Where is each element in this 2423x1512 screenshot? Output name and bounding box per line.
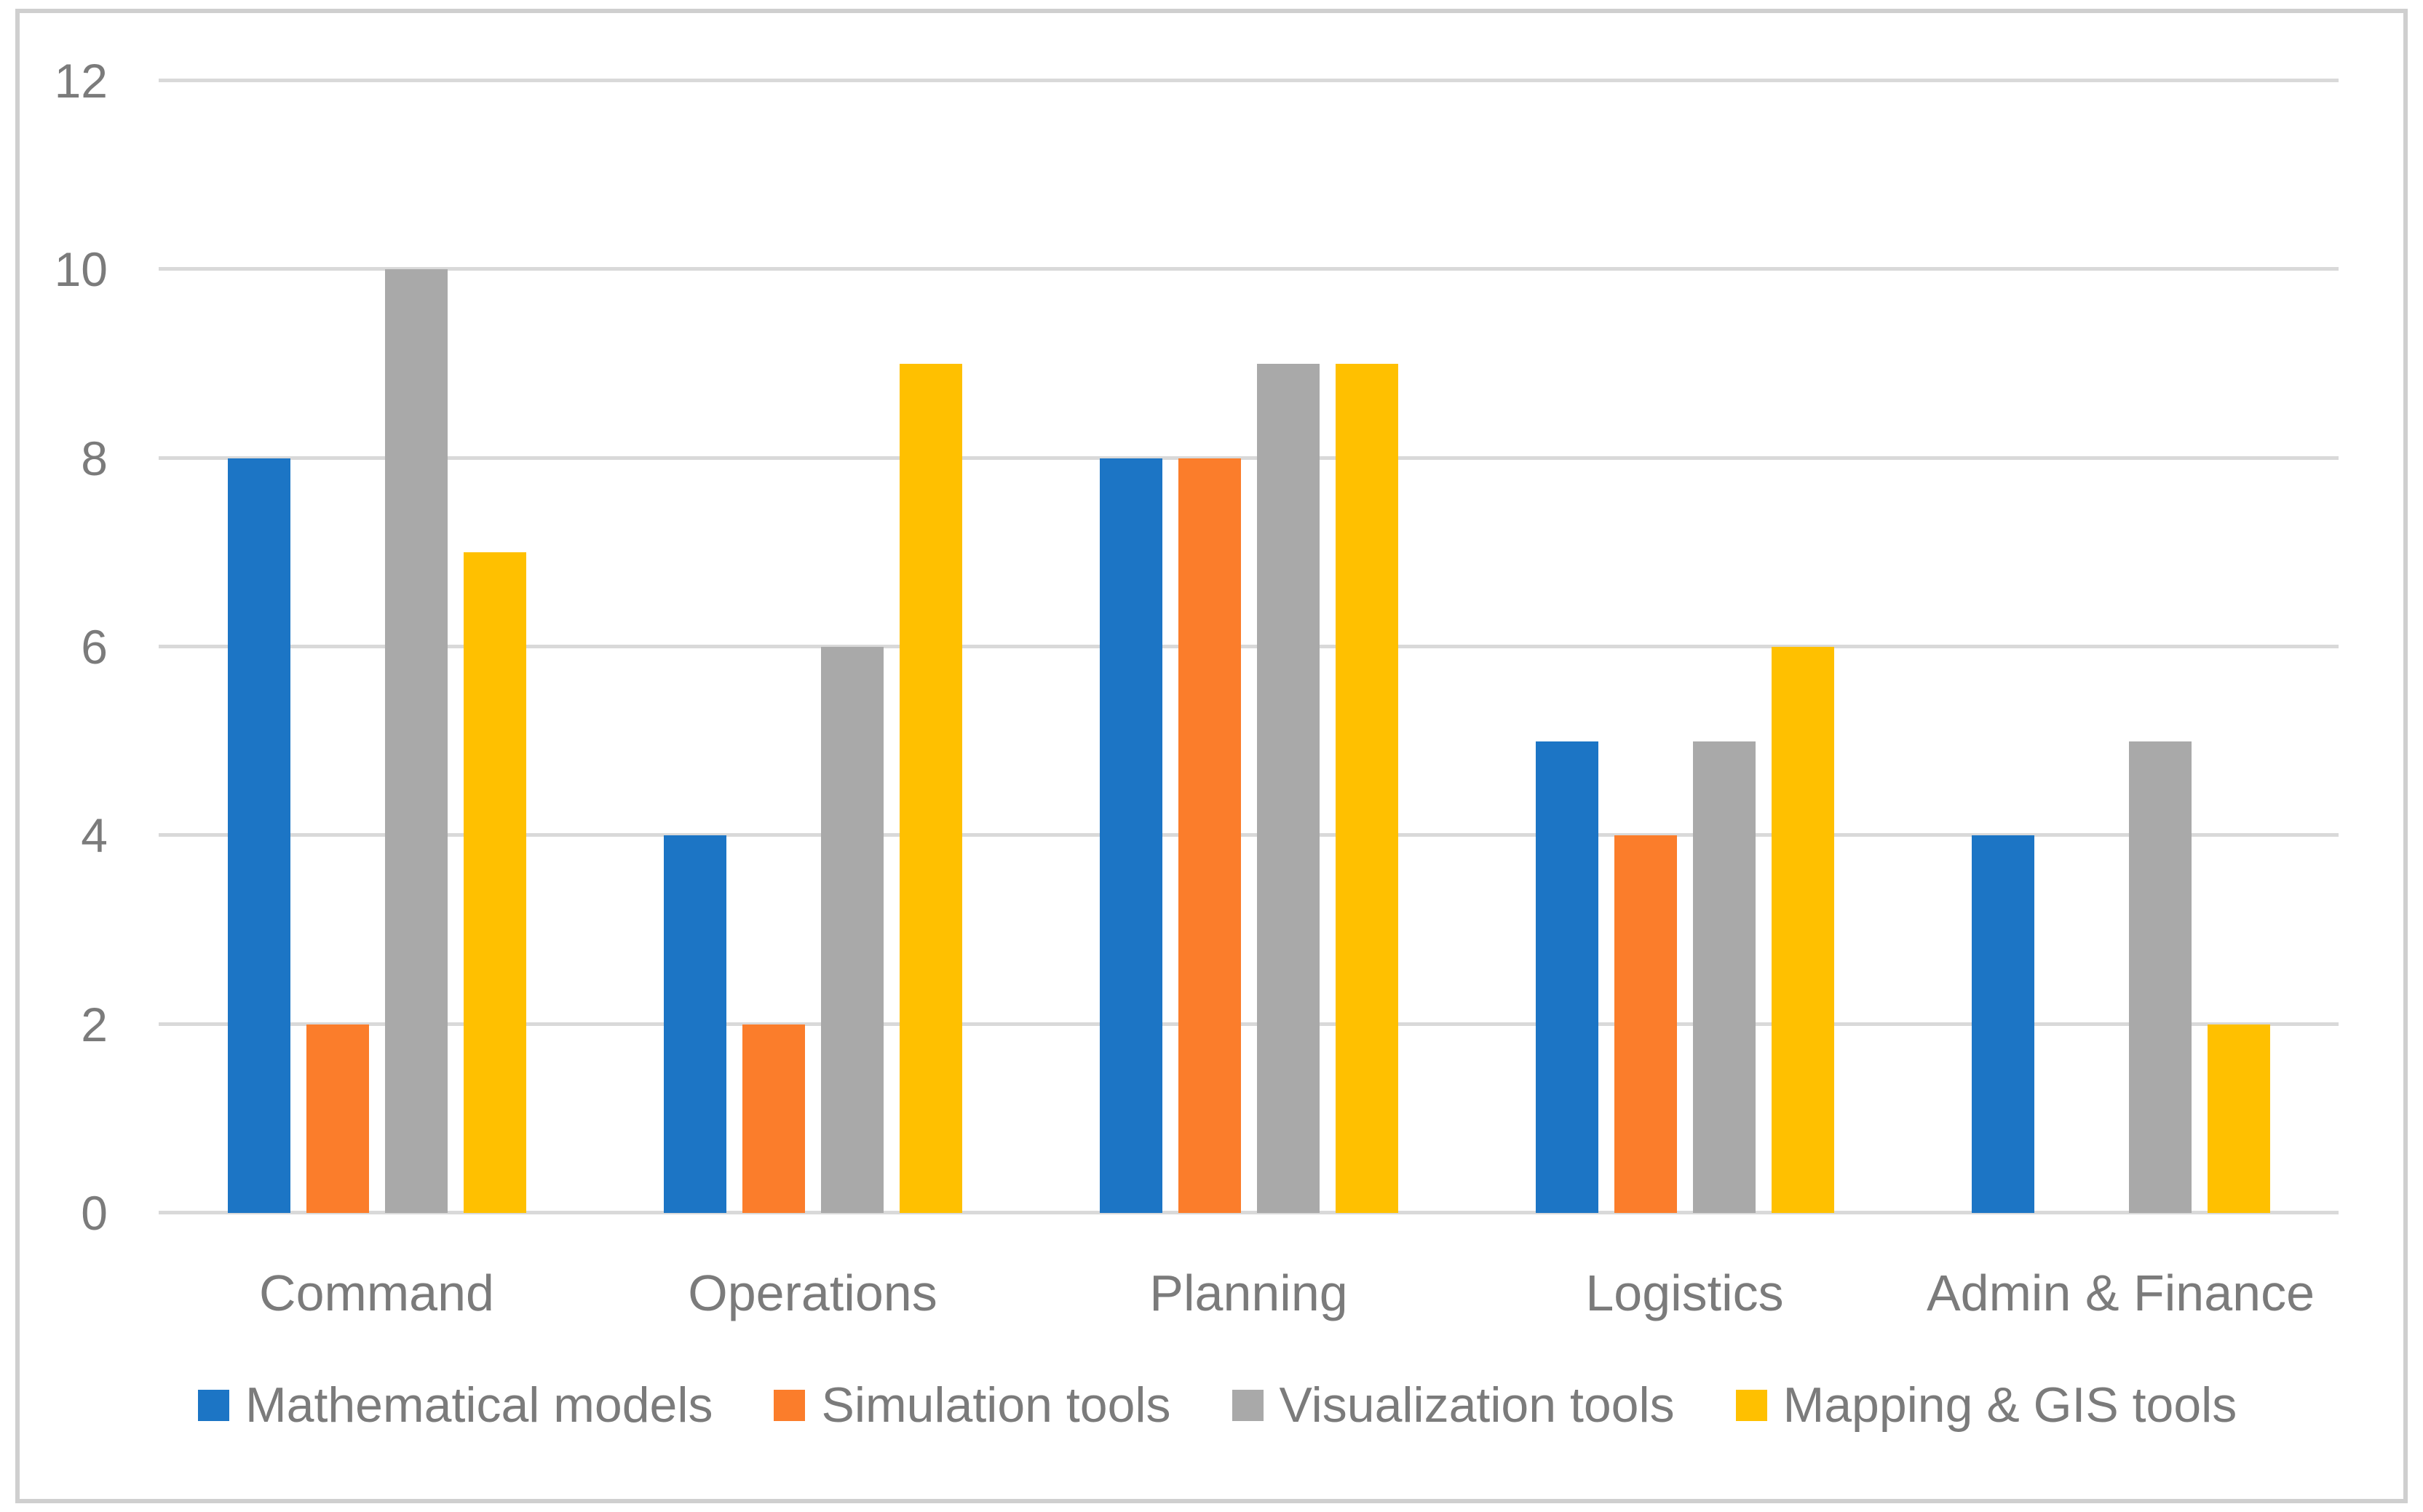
legend-label: Mathematical models bbox=[245, 1377, 713, 1433]
bar-mapping-gis-tools bbox=[899, 364, 962, 1213]
y-tick-label: 0 bbox=[81, 1186, 108, 1240]
legend-label: Mapping & GIS tools bbox=[1782, 1377, 2237, 1433]
legend-marker-icon bbox=[1735, 1389, 1767, 1421]
gridline-y4 bbox=[159, 833, 2339, 837]
x-category-label: Admin & Finance bbox=[1926, 1265, 2315, 1321]
legend-item: Simulation tools bbox=[774, 1377, 1171, 1433]
bar-simulation-tools bbox=[1178, 458, 1241, 1213]
y-axis-tick-labels: 0 2 4 6 8 10 12 bbox=[0, 57, 108, 1237]
bar-mathematical-models bbox=[1971, 835, 2034, 1213]
gridline-y8 bbox=[159, 455, 2339, 460]
plot-area bbox=[159, 79, 2339, 1214]
y-tick-label: 2 bbox=[81, 997, 108, 1051]
bar-visualization-tools bbox=[384, 269, 448, 1213]
x-category-label: Planning bbox=[1149, 1265, 1348, 1321]
bar-visualization-tools bbox=[1692, 741, 1756, 1213]
legend-item: Mathematical models bbox=[198, 1377, 713, 1433]
bar-group-operations bbox=[595, 81, 1031, 1213]
x-category-label: Logistics bbox=[1585, 1265, 1784, 1321]
bar-mathematical-models bbox=[1535, 741, 1598, 1213]
y-tick-label: 4 bbox=[81, 808, 108, 863]
bar-visualization-tools bbox=[820, 647, 884, 1213]
x-axis-category-labels: Command Operations Planning Logistics Admin … bbox=[159, 1253, 2339, 1333]
bar-mapping-gis-tools bbox=[463, 552, 526, 1213]
bar-group-planning bbox=[1031, 81, 1467, 1213]
bar-groups-layer bbox=[159, 81, 2339, 1213]
x-category-label: Command bbox=[259, 1265, 494, 1321]
bar-mapping-gis-tools bbox=[1771, 647, 1834, 1213]
y-tick-label: 8 bbox=[81, 431, 108, 485]
bar-mapping-gis-tools bbox=[2207, 1024, 2270, 1213]
bar-mapping-gis-tools bbox=[1335, 364, 1398, 1213]
legend-label: Simulation tools bbox=[821, 1377, 1171, 1433]
legend-item: Mapping & GIS tools bbox=[1735, 1377, 2237, 1433]
y-tick-label: 10 bbox=[54, 242, 108, 297]
gridline-y12 bbox=[159, 79, 2339, 82]
legend-label: Visualization tools bbox=[1279, 1377, 1675, 1433]
bar-group-logistics bbox=[1467, 81, 1903, 1213]
legend-item: Visualization tools bbox=[1232, 1377, 1675, 1433]
gridline-y2 bbox=[159, 1022, 2339, 1026]
legend-marker-icon bbox=[198, 1389, 229, 1421]
bar-visualization-tools bbox=[2128, 741, 2192, 1213]
x-category-label: Operations bbox=[688, 1265, 937, 1321]
bar-group-command bbox=[159, 81, 595, 1213]
bar-simulation-tools bbox=[1614, 835, 1677, 1213]
bar-mathematical-models bbox=[1099, 458, 1162, 1213]
bar-mathematical-models bbox=[227, 458, 290, 1213]
legend-marker-icon bbox=[774, 1389, 806, 1421]
y-tick-label: 12 bbox=[54, 54, 108, 108]
bar-mathematical-models bbox=[663, 835, 726, 1213]
bar-group-admin-finance bbox=[1903, 81, 2339, 1213]
legend-marker-icon bbox=[1232, 1389, 1264, 1421]
gridline-y10 bbox=[159, 267, 2339, 271]
bar-simulation-tools bbox=[742, 1024, 805, 1213]
gridline-y6 bbox=[159, 645, 2339, 648]
y-tick-label: 6 bbox=[81, 620, 108, 674]
legend: Mathematical models Simulation tools Visua… bbox=[198, 1377, 2237, 1433]
bar-visualization-tools bbox=[1256, 364, 1320, 1213]
bar-simulation-tools bbox=[306, 1024, 369, 1213]
gridline-y0 bbox=[159, 1211, 2339, 1214]
